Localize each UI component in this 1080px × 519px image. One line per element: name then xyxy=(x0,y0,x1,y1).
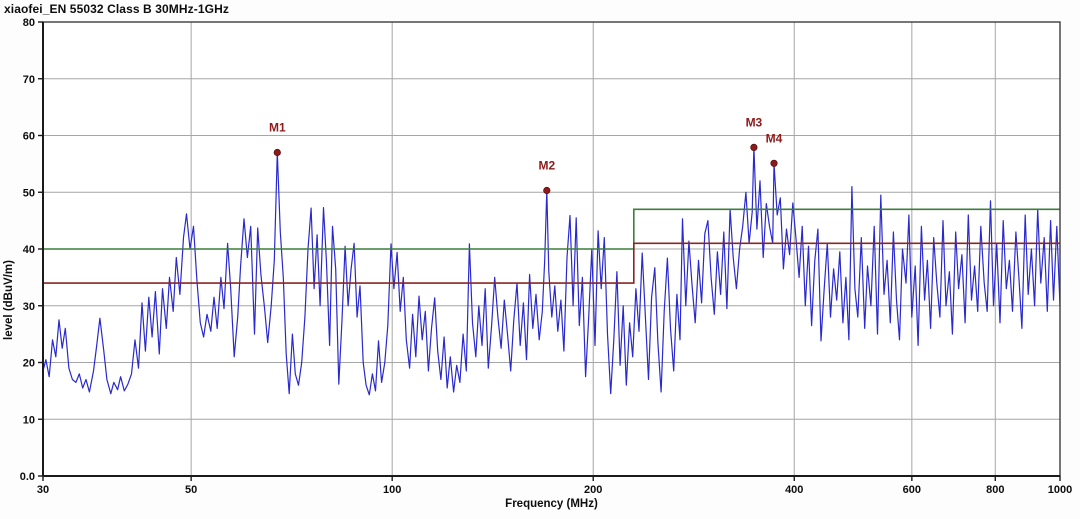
y-tick-label: 70 xyxy=(23,74,35,86)
x-tick-label: 800 xyxy=(986,484,1004,496)
marker-dot-M4 xyxy=(770,159,778,167)
marker-dot-M3 xyxy=(750,143,758,151)
y-tick-label: 80 xyxy=(23,17,35,29)
y-axis-title: level (dBuV/m) xyxy=(3,260,15,340)
marker-label-M3: M3 xyxy=(746,115,763,129)
marker-label-M1: M1 xyxy=(269,121,286,135)
limit-line-lower xyxy=(43,242,1060,284)
y-tick-label: 30 xyxy=(23,301,35,313)
y-tick-label: 20 xyxy=(23,358,35,370)
chart-title: xiaofei_EN 55032 Class B 30MHz-1GHz xyxy=(4,2,229,16)
y-tick-label: 50 xyxy=(23,187,35,199)
marker-dot-M1 xyxy=(273,148,281,157)
limit-line-upper xyxy=(43,208,1060,250)
y-tick-label: 40 xyxy=(23,244,35,256)
x-tick-label: 100 xyxy=(383,484,401,496)
y-tick-label: 10 xyxy=(23,414,35,426)
y-tick-label: 60 xyxy=(23,131,35,143)
marker-label-M4: M4 xyxy=(766,131,783,145)
x-tick-label: 400 xyxy=(785,484,803,496)
x-tick-label: 1000 xyxy=(1048,484,1072,496)
x-axis-title: Frequency (MHz) xyxy=(505,498,598,510)
marker-label-M2: M2 xyxy=(538,159,555,173)
y-tick-label: 0.0 xyxy=(20,471,35,483)
x-tick-label: 600 xyxy=(903,484,921,496)
x-tick-label: 200 xyxy=(584,484,602,496)
x-tick-label: 50 xyxy=(185,484,197,496)
x-tick-label: 30 xyxy=(37,484,49,496)
marker-dot-M2 xyxy=(543,186,551,195)
measurement-trace xyxy=(42,146,1061,396)
